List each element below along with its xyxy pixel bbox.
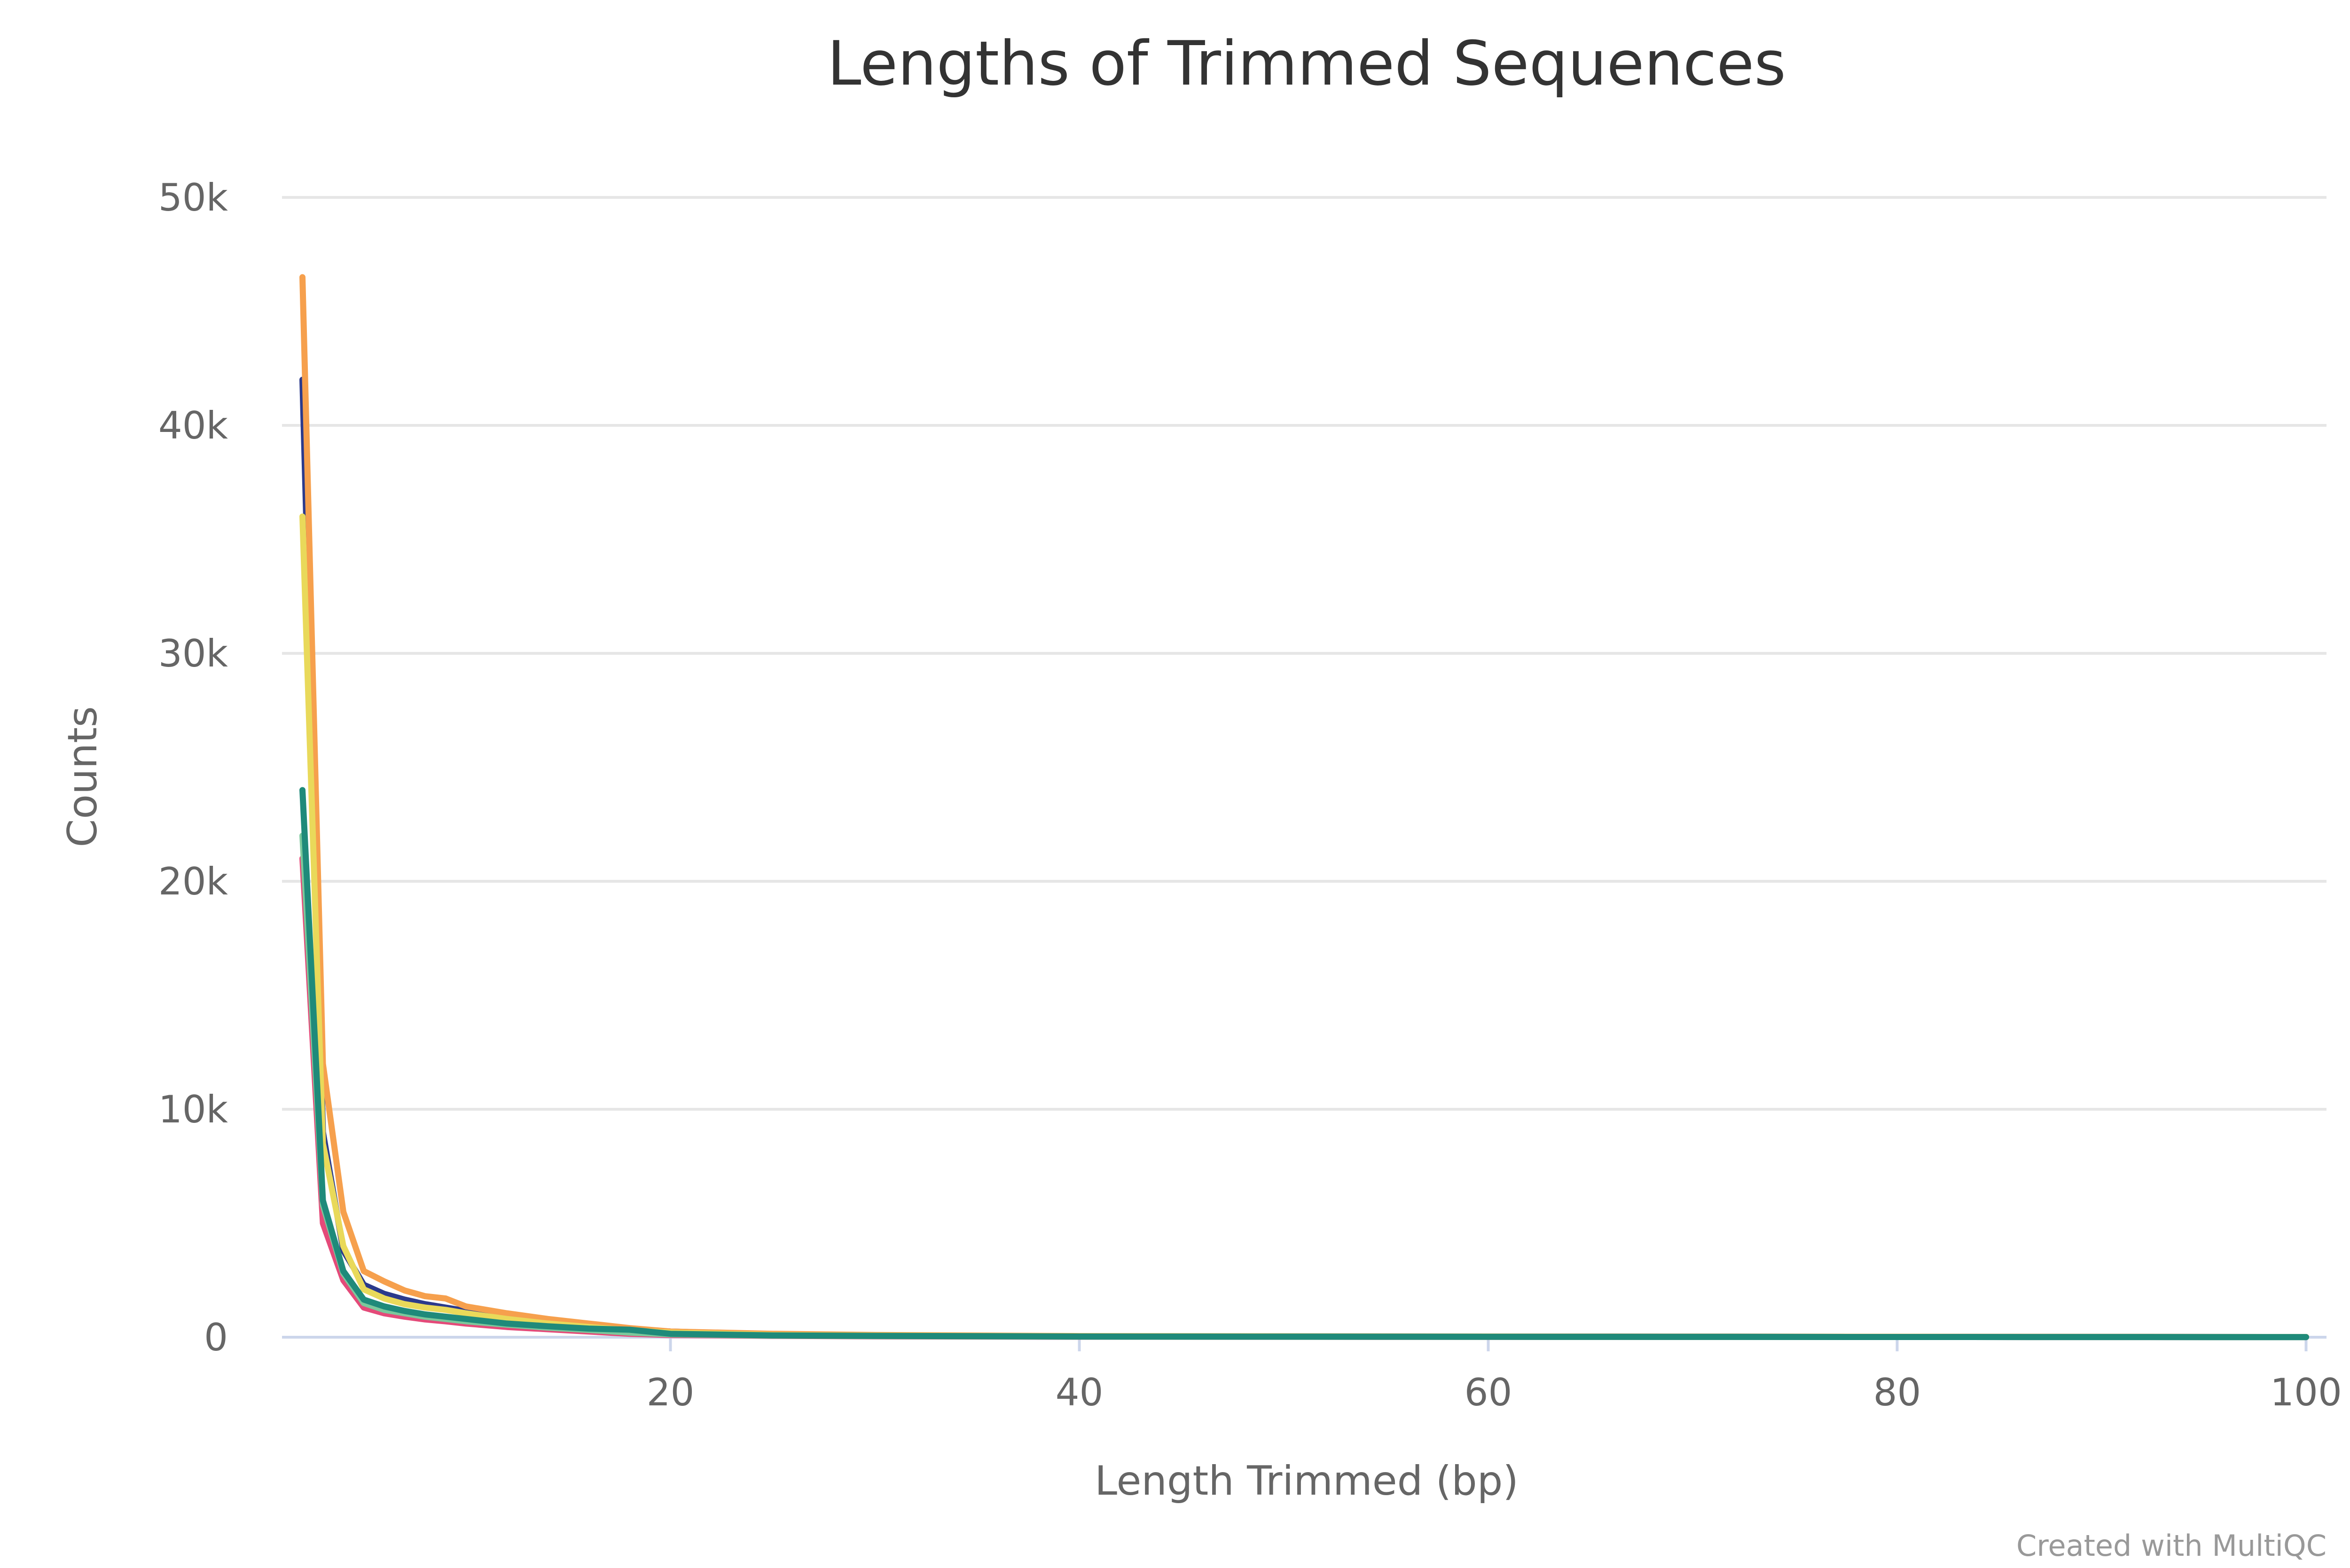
y-tick-label: 0 (204, 1316, 228, 1359)
series-line-1[interactable] (299, 376, 2309, 1340)
y-tick-label: 30k (158, 632, 228, 675)
x-tick-label: 100 (2270, 1371, 2342, 1414)
x-axis-title: Length Trimmed (bp) (1095, 1458, 1519, 1505)
y-axis-title: Counts (59, 706, 106, 847)
x-tick-labels: 20 40 60 80 100 (647, 1337, 2342, 1414)
series-line-4[interactable] (299, 513, 2309, 1340)
series-line-2[interactable] (299, 855, 2309, 1341)
y-tick-labels: 0 10k 20k 30k 40k 50k (158, 176, 228, 1359)
y-tick-label: 50k (158, 176, 228, 220)
x-tick-label: 80 (1873, 1371, 1921, 1414)
series-line-5[interactable] (299, 832, 2309, 1341)
series-line-3[interactable] (299, 274, 2309, 1340)
credit-text[interactable]: Created with MultiQC (2016, 1529, 2326, 1563)
series-lines (299, 274, 2309, 1341)
x-tick-label: 60 (1465, 1371, 1512, 1414)
x-tick-label: 20 (647, 1371, 695, 1414)
y-tick-label: 10k (158, 1088, 228, 1131)
y-tick-label: 20k (158, 860, 228, 903)
series-line-6[interactable] (299, 787, 2309, 1341)
y-tick-label: 40k (158, 404, 228, 447)
grid-lines (282, 196, 2326, 1111)
x-tick-label: 40 (1056, 1371, 1104, 1414)
chart-title: Lengths of Trimmed Sequences (827, 28, 1786, 99)
